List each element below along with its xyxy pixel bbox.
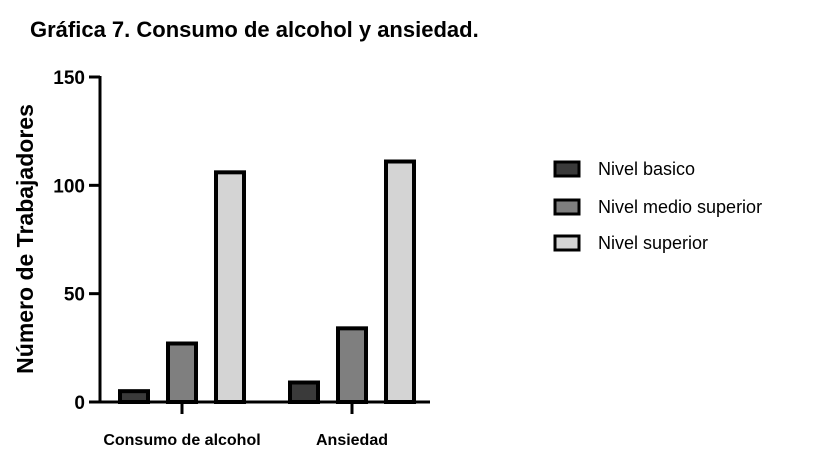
y-tick-label: 100 bbox=[53, 176, 85, 197]
bar bbox=[384, 159, 416, 404]
legend-swatch bbox=[553, 160, 581, 178]
bar bbox=[336, 326, 368, 405]
y-tick-label: 50 bbox=[64, 285, 85, 306]
y-tick-label: 0 bbox=[74, 393, 85, 414]
chart-title: Gráfica 7. Consumo de alcohol y ansiedad… bbox=[30, 17, 479, 42]
bar bbox=[214, 170, 246, 404]
legend-swatch bbox=[553, 234, 581, 252]
y-axis-label: Número de Trabajadores bbox=[12, 104, 38, 374]
bar bbox=[166, 341, 198, 404]
x-tick-label: Consumo de alcohol bbox=[103, 432, 260, 449]
legend-swatch bbox=[553, 198, 581, 216]
legend-label: Nivel basico bbox=[598, 159, 695, 179]
legend-label: Nivel medio superior bbox=[598, 197, 762, 217]
legend: Nivel basico Nivel medio superior Nivel su… bbox=[553, 159, 762, 253]
axes: 0 50 100 150 Consumo de alcohol Ansiedad bbox=[53, 68, 430, 449]
y-tick-label: 150 bbox=[53, 68, 85, 89]
x-tick-label: Ansiedad bbox=[316, 432, 388, 449]
bar bbox=[288, 380, 320, 404]
bar bbox=[118, 389, 150, 404]
bars bbox=[118, 159, 416, 405]
legend-label: Nivel superior bbox=[598, 233, 708, 253]
